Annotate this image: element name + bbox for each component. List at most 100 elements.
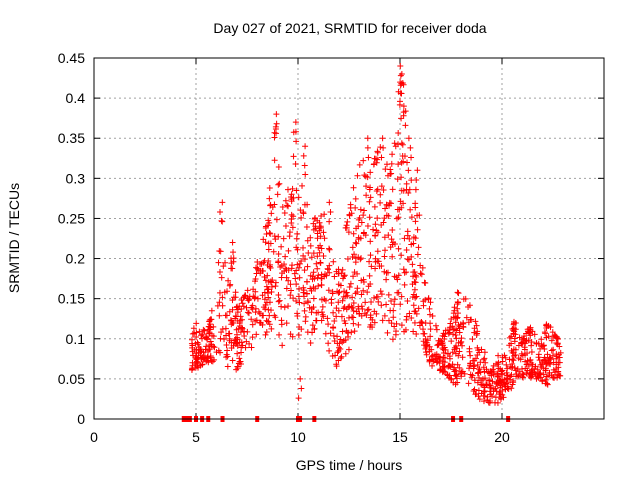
data-point: [448, 338, 455, 345]
data-point: [302, 143, 309, 150]
data-point: [329, 353, 336, 360]
data-point: [454, 314, 461, 321]
data-point: [452, 332, 459, 339]
data-point: [288, 191, 295, 198]
data-point: [314, 253, 321, 260]
data-point: [330, 258, 337, 265]
data-point: [301, 256, 308, 263]
data-point: [218, 329, 225, 336]
data-point: [317, 233, 324, 240]
data-point: [555, 359, 562, 366]
data-point: [352, 204, 359, 211]
data-point: [238, 349, 245, 356]
data-point: [245, 310, 252, 317]
data-point: [493, 360, 500, 367]
data-point: [465, 380, 472, 387]
data-point: [351, 328, 358, 335]
data-point: [544, 351, 551, 358]
data-point: [314, 230, 321, 237]
data-point: [365, 306, 372, 313]
data-point: [238, 316, 245, 323]
data-point: [211, 356, 218, 363]
data-point: [244, 309, 251, 316]
data-point: [366, 214, 373, 221]
data-point: [300, 152, 307, 159]
data-point: [418, 271, 425, 278]
data-point: [296, 299, 303, 306]
data-point: [540, 371, 547, 378]
data-point: [374, 186, 381, 193]
data-point: [302, 313, 309, 320]
data-point: [276, 297, 283, 304]
data-point: [295, 293, 302, 300]
data-point: [239, 300, 246, 307]
data-point: [326, 262, 333, 269]
data-point: [297, 375, 304, 382]
data-point: [481, 349, 488, 356]
data-point: [335, 270, 342, 277]
data-point: [398, 252, 405, 259]
data-point: [537, 345, 544, 352]
data-point: [234, 363, 241, 370]
chart-title: Day 027 of 2021, SRMTID for receiver dod…: [213, 20, 486, 36]
data-point: [454, 361, 461, 368]
data-point: [354, 172, 361, 179]
data-point: [350, 320, 357, 327]
data-point: [474, 379, 481, 386]
data-point: [308, 254, 315, 261]
data-point: [394, 176, 401, 183]
data-point: [520, 336, 527, 343]
data-point: [367, 194, 374, 201]
data-point: [391, 296, 398, 303]
data-point: [474, 328, 481, 335]
data-point: [403, 180, 410, 187]
data-point: [466, 348, 473, 355]
data-point: [421, 330, 428, 337]
data-point: [216, 312, 223, 319]
data-point: [263, 329, 270, 336]
data-point: [234, 350, 241, 357]
data-point: [403, 313, 410, 320]
data-point: [190, 325, 197, 332]
data-point: [448, 316, 455, 323]
data-point: [304, 201, 311, 208]
data-point: [450, 325, 457, 332]
data-point: [365, 154, 372, 161]
data-point: [462, 295, 469, 302]
data-point: [206, 317, 213, 324]
data-point: [216, 269, 223, 276]
data-point: [223, 332, 230, 339]
data-point: [388, 170, 395, 177]
data-point: [449, 323, 456, 330]
data-point: [367, 280, 374, 287]
y-tick-label: 0.4: [66, 90, 86, 106]
data-point: [385, 232, 392, 239]
data-point: [427, 326, 434, 333]
data-point: [459, 342, 466, 349]
data-point: [297, 207, 304, 214]
data-point: [361, 172, 368, 179]
data-point: [293, 235, 300, 242]
data-point: [456, 348, 463, 355]
data-point: [315, 272, 322, 279]
data-point: [503, 369, 510, 376]
data-point: [353, 240, 360, 247]
data-point: [315, 244, 322, 251]
y-tick-label: 0.3: [66, 170, 86, 186]
data-point: [455, 290, 462, 297]
data-point: [221, 289, 228, 296]
data-point: [490, 371, 497, 378]
data-point: [549, 329, 556, 336]
data-point: [224, 347, 231, 354]
data-point: [313, 260, 320, 267]
data-point: [284, 186, 291, 193]
data-point: [310, 226, 317, 233]
data-point: [262, 306, 269, 313]
data-point: [318, 281, 325, 288]
data-point: [540, 342, 547, 349]
data-point: [189, 336, 196, 343]
data-point: [321, 211, 328, 218]
data-point: [333, 361, 340, 368]
data-point: [269, 277, 276, 284]
data-point: [510, 318, 517, 325]
